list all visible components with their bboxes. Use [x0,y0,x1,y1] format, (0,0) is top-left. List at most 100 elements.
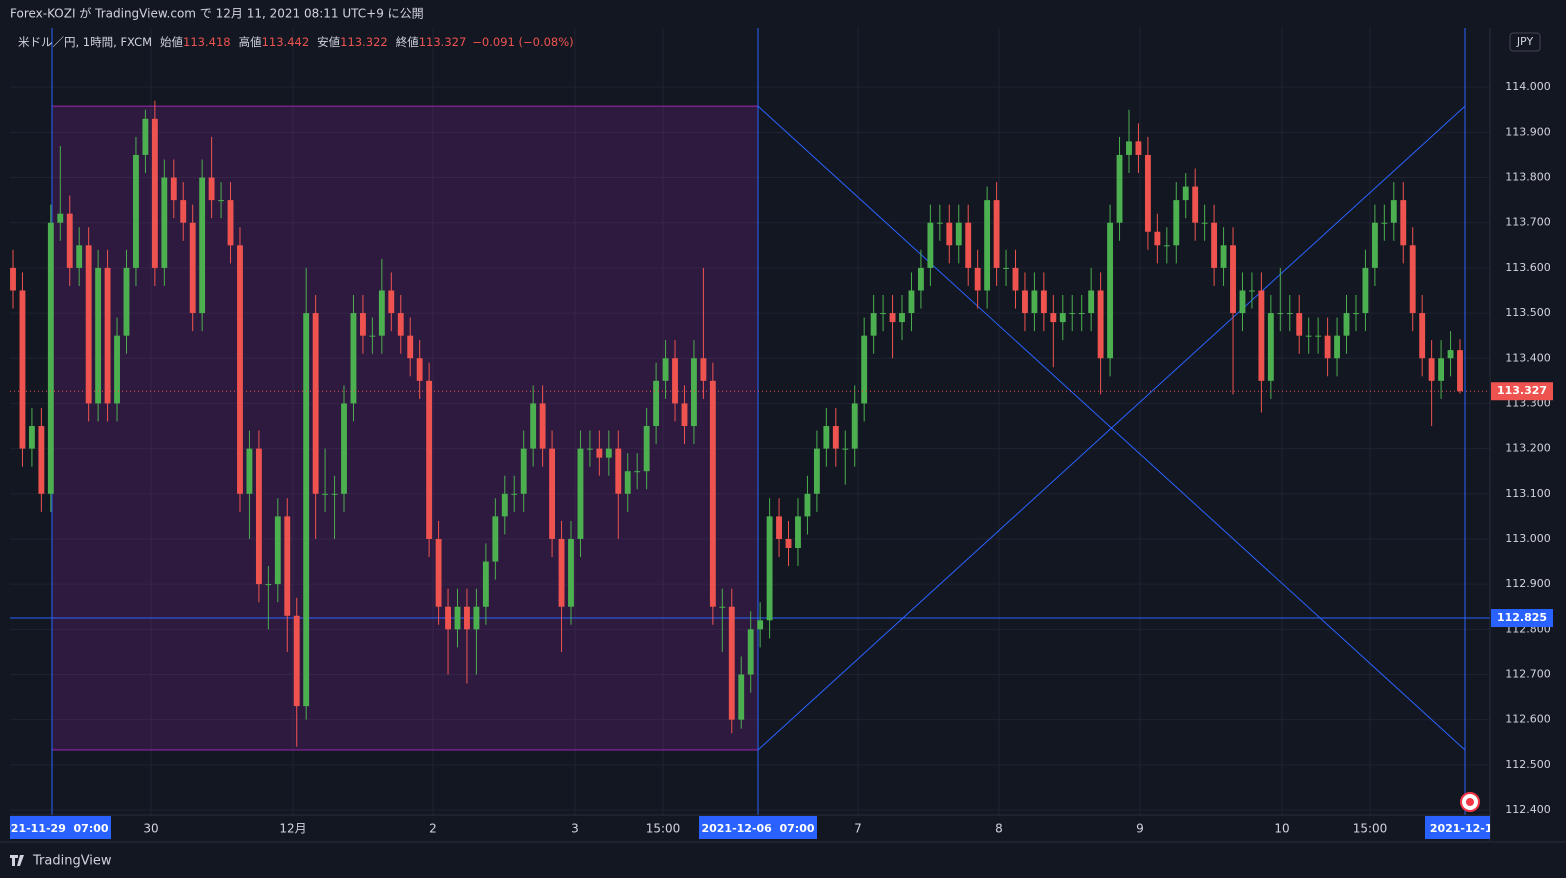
x-tick-label: 15:00 [646,822,681,836]
y-tick-label: 113.800 [1505,171,1551,184]
candle-body [312,313,319,494]
candle-body [1438,358,1445,381]
x-tick-label: 3 [571,822,579,836]
candle-body [1040,290,1047,314]
candle-body [265,584,272,586]
currency-button[interactable] [1509,32,1541,52]
candle-body [861,335,868,404]
candle-body [719,606,726,608]
candle-body [369,335,376,337]
candle-body [672,358,678,404]
x-highlight-box [1425,816,1490,839]
diagonal-line [757,105,1466,751]
candle-body [851,403,858,449]
publish-title: Forex-KOZI が TradingView.com で 12月 11, 2… [10,6,424,21]
candle-body [359,313,366,336]
candle-body [1296,313,1303,336]
candle-body [28,426,35,449]
candles [10,100,1490,747]
candle-body [114,335,120,404]
candle-body [1126,141,1132,155]
candle-body [530,403,537,449]
footer-logo: TradingView [32,854,112,869]
legend-item: 113.327 [419,35,467,49]
candle-body [757,620,764,630]
candle-body [1390,200,1397,223]
candle-body [95,267,102,404]
candle-body [1116,154,1123,223]
candle-body [274,516,281,585]
candle-body [880,313,887,315]
candle-body [1343,313,1350,336]
candle-body [795,516,801,548]
candle-body [378,290,385,336]
candle-body [1078,313,1085,315]
x-tick-label: 2 [429,822,437,836]
x-tick-label: 8 [995,822,1003,836]
candle-body [889,313,896,323]
legend: 米ドル／円, 1時間, FXCM 始値113.418 高値113.442 安値113.… [18,35,574,49]
candle-body [624,471,631,494]
candle-body [1135,141,1142,155]
candle-body [426,380,433,539]
time-axis: 30 12月 2 3 15:00 7 8 9 10 15:00 2021-11-29 07:00 20… [10,816,1490,839]
candle-body [492,516,499,562]
candle-body [539,403,546,449]
candle-body [407,335,414,359]
candle-body [38,426,45,494]
candle-body [1144,154,1151,232]
legend-item: 米ドル／円, 1時間, FXCM [18,35,152,49]
candle-body [76,245,83,268]
candle-body [331,493,338,495]
candle-body [738,674,745,720]
candle-body [1031,290,1038,314]
x-highlight-box [699,816,817,839]
candle-body [1362,267,1369,314]
x-highlight-box [10,816,111,839]
candle-body [1409,245,1416,314]
range-box [51,105,759,751]
candle-body [1107,222,1114,359]
currency[interactable]: JPY [1516,35,1534,48]
candle-body [1419,313,1426,359]
candle-body [974,267,981,291]
candle-body [199,177,206,314]
y-tick-label: 113.400 [1505,351,1551,364]
candle-body [10,267,16,291]
y-tick-label: 112.500 [1505,758,1551,771]
candle-body [965,222,972,268]
candle-body [558,538,565,607]
legend-item: 終値 [396,35,419,49]
candle-body [255,448,262,585]
candle-body [1050,313,1057,323]
candle-body [1173,200,1180,246]
y-tick-label: 112.900 [1505,577,1551,590]
y-tick-label: 113.000 [1505,532,1551,545]
candle-body [1230,245,1236,314]
candle-body [227,200,234,246]
candle-body [832,426,839,449]
candle-body [1239,290,1246,314]
candle-body [709,380,716,607]
candle-body [237,245,243,494]
candle-body [1258,290,1265,381]
candle-body [1069,313,1076,315]
candle-body [482,561,489,607]
y-tick-label: 113.600 [1505,261,1551,274]
candle-body [823,426,830,449]
candle-body [568,538,574,607]
candle-body [577,448,584,539]
x-tick-label: 30 [143,822,158,836]
candle-body [66,213,73,268]
candle-body [700,358,707,381]
candle-body [284,516,291,616]
candle-body [1088,290,1095,314]
candle-body [785,538,792,548]
candle-body [691,358,697,427]
candle-body [955,222,962,246]
candle-body [1192,186,1199,223]
candle-body [1182,186,1189,201]
